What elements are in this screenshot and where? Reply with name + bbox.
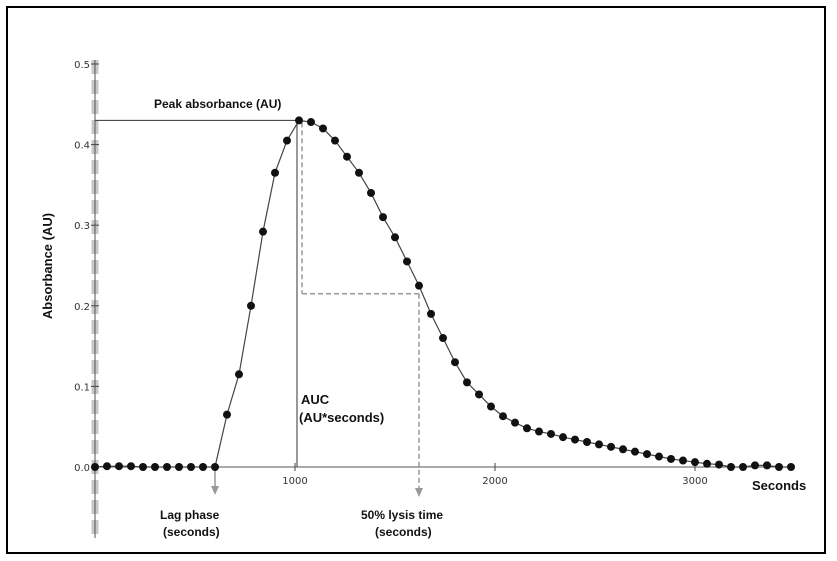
- data-point: [367, 188, 375, 197]
- y-axis-label: Absorbance (AU): [40, 213, 55, 319]
- y-tick-label: 0.4: [74, 141, 90, 152]
- x-tick-label: 3000: [682, 476, 707, 487]
- data-point: [175, 463, 183, 471]
- data-point: [523, 424, 531, 433]
- auc-label-line2: (AU*seconds): [299, 410, 384, 425]
- y-tick-label: 0.2: [74, 302, 90, 313]
- data-point: [427, 309, 435, 318]
- y-tick-label: 0.3: [74, 221, 90, 232]
- data-point: [295, 116, 303, 125]
- data-point: [415, 281, 423, 290]
- data-point: [619, 445, 627, 454]
- data-point: [439, 334, 447, 343]
- data-point: [727, 463, 735, 471]
- data-point: [643, 450, 651, 459]
- data-point: [451, 358, 459, 367]
- chart-frame: Absorbance (AU) Seconds Peak absorbance …: [6, 6, 826, 554]
- data-point: [571, 435, 579, 444]
- data-point: [223, 410, 231, 419]
- data-point: [151, 463, 159, 471]
- data-point: [187, 463, 195, 471]
- data-point: [271, 168, 279, 177]
- data-point: [763, 461, 771, 470]
- data-point: [331, 136, 339, 145]
- data-point: [319, 124, 327, 133]
- data-point: [127, 462, 135, 471]
- data-point: [307, 118, 315, 127]
- x-tick-label: 2000: [482, 476, 507, 487]
- data-point: [139, 463, 147, 471]
- data-point: [631, 447, 639, 456]
- data-point: [391, 233, 399, 242]
- data-point: [679, 456, 687, 465]
- data-point: [703, 459, 711, 468]
- data-point: [475, 390, 483, 399]
- data-point: [403, 257, 411, 266]
- lag-phase-label-line1: Lag phase: [160, 508, 220, 522]
- x-axis-label: Seconds: [752, 478, 806, 493]
- data-point: [463, 378, 471, 387]
- data-point: [235, 370, 243, 379]
- data-point: [595, 440, 603, 449]
- data-point: [739, 463, 747, 471]
- data-point: [247, 301, 255, 310]
- data-point: [535, 427, 543, 436]
- absorbance-chart: Absorbance (AU) Seconds Peak absorbance …: [40, 60, 806, 539]
- data-point: [211, 463, 219, 471]
- data-point: [547, 429, 555, 438]
- data-point: [103, 462, 111, 471]
- data-point: [691, 458, 699, 467]
- series-line: [94, 119, 791, 468]
- lysis-time-label-line2: (seconds): [375, 525, 432, 539]
- lag-phase-label-line2: (seconds): [163, 525, 220, 539]
- data-point: [199, 463, 207, 471]
- lag-phase-arrow: [211, 486, 219, 495]
- x-tick-label: 1000: [282, 476, 307, 487]
- y-tick-label: 0.0: [74, 463, 90, 474]
- y-tick-label: 0.1: [74, 382, 90, 393]
- data-point: [259, 227, 267, 236]
- data-point: [751, 461, 759, 470]
- data-point: [787, 463, 795, 471]
- lysis-time-label-line1: 50% lysis time: [361, 508, 443, 522]
- data-point: [715, 460, 723, 469]
- auc-label-line1: AUC: [301, 392, 330, 407]
- data-point: [163, 463, 171, 471]
- data-point: [115, 462, 123, 471]
- data-point: [487, 402, 495, 411]
- data-point: [343, 152, 351, 161]
- data-point: [355, 168, 363, 177]
- y-tick-label: 0.5: [74, 60, 90, 71]
- data-point: [667, 454, 675, 463]
- data-point: [499, 412, 507, 421]
- data-point: [511, 418, 519, 427]
- data-point: [283, 136, 291, 145]
- data-point: [583, 438, 591, 447]
- data-point: [607, 442, 615, 451]
- peak-absorbance-label: Peak absorbance (AU): [154, 97, 281, 111]
- data-point: [559, 433, 567, 442]
- data-point: [379, 213, 387, 222]
- lysis-time-arrow: [415, 488, 423, 497]
- data-point: [91, 463, 99, 471]
- data-point: [775, 463, 783, 471]
- data-point: [655, 452, 663, 461]
